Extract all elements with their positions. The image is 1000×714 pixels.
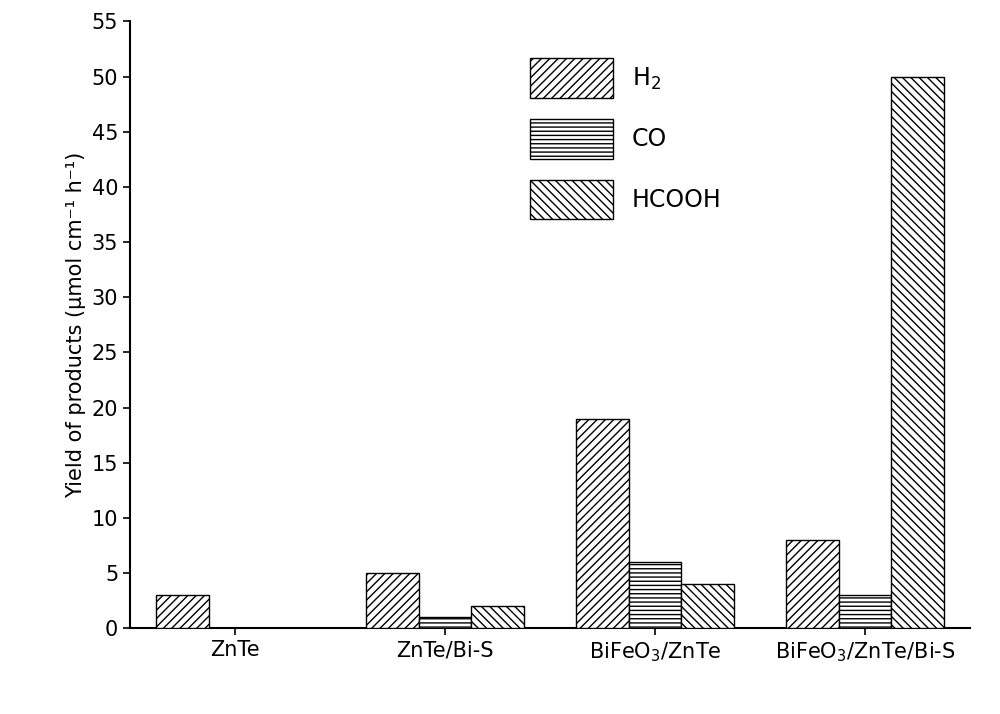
- Y-axis label: Yield of products (μmol cm⁻¹ h⁻¹): Yield of products (μmol cm⁻¹ h⁻¹): [66, 152, 86, 498]
- Bar: [786, 540, 839, 628]
- Bar: [629, 562, 681, 628]
- Bar: [419, 618, 471, 628]
- Bar: [839, 595, 891, 628]
- Bar: [681, 584, 734, 628]
- Bar: [156, 595, 209, 628]
- Legend: H$_2$, CO, HCOOH: H$_2$, CO, HCOOH: [511, 39, 740, 238]
- Bar: [471, 606, 524, 628]
- Bar: [576, 418, 629, 628]
- Bar: [366, 573, 419, 628]
- Bar: [891, 76, 944, 628]
